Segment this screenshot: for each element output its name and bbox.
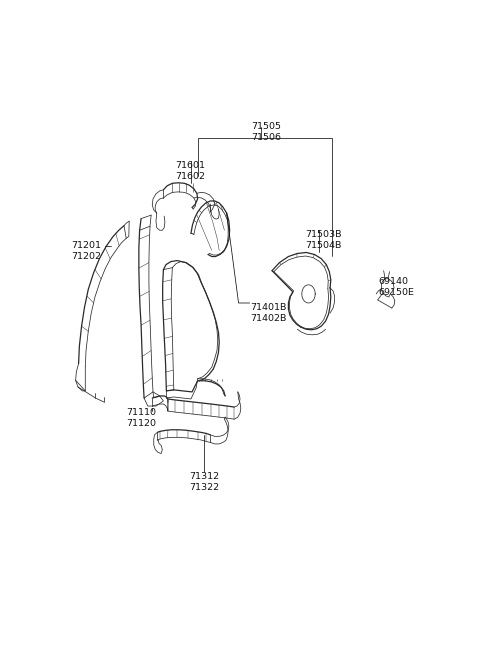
Text: 71312
71322: 71312 71322	[189, 472, 219, 492]
Text: 71401B
71402B: 71401B 71402B	[250, 303, 286, 323]
Text: 69140
69150E: 69140 69150E	[378, 277, 414, 297]
Text: 71201
71202: 71201 71202	[71, 241, 101, 262]
Text: 71601
71602: 71601 71602	[175, 161, 205, 180]
Text: 71503B
71504B: 71503B 71504B	[305, 230, 342, 251]
Text: 71505
71506: 71505 71506	[252, 121, 281, 142]
Text: 71110
71120: 71110 71120	[126, 408, 156, 428]
